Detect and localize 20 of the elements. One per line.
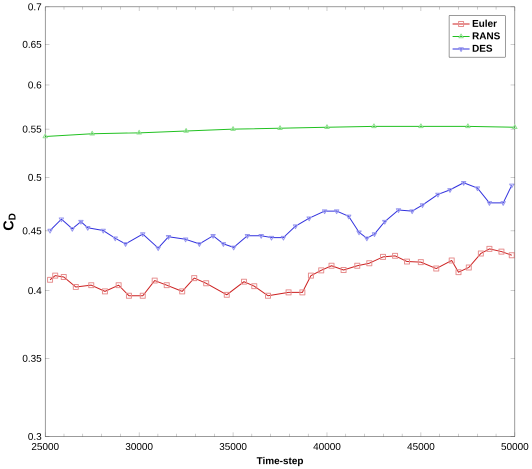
x-tick-label: 30000 [126, 442, 153, 450]
y-tick-label: 0.55 [22, 125, 42, 132]
y-tick-label: 0.7 [28, 3, 42, 10]
x-axis-title: Time-step [256, 456, 304, 466]
text: C$_{D}$ [3, 213, 16, 230]
legend-label: DES [472, 44, 492, 52]
x-tick-label: 45000 [407, 442, 434, 450]
y-tick-label: 0.45 [22, 227, 42, 234]
y-tick-label: 0.6 [28, 81, 42, 88]
y-tick-label: 0.3 [28, 432, 42, 440]
x-tick-label: 35000 [220, 442, 247, 450]
y-tick-label: 0.5 [28, 174, 42, 181]
legend-label: RANS [472, 32, 500, 40]
x-tick-label: 25000 [32, 442, 59, 450]
y-tick-label: 0.65 [22, 40, 42, 48]
x-tick-label: 40000 [313, 442, 340, 450]
y-tick-label: 0.35 [22, 354, 42, 362]
legend-label: Euler [472, 19, 497, 27]
y-tick-label: 0.4 [28, 286, 42, 294]
x-tick-label: 50000 [501, 442, 528, 450]
